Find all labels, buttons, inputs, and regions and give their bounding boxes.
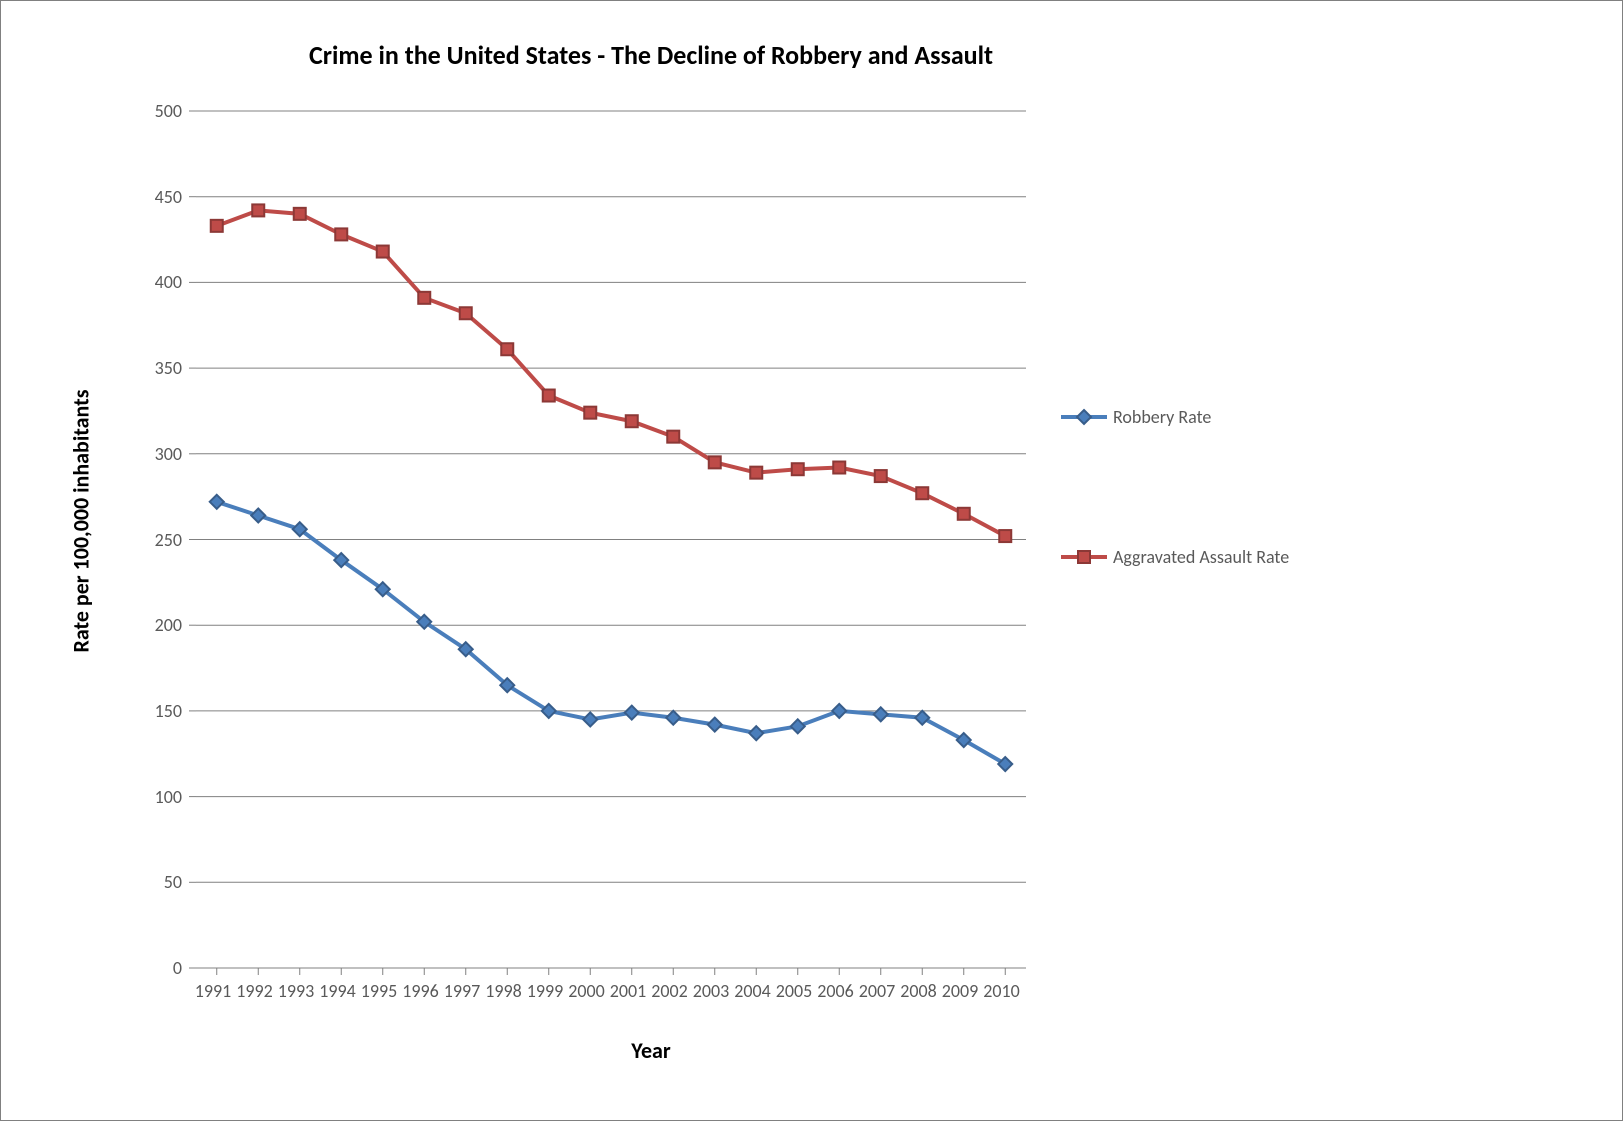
data-marker: [999, 530, 1011, 542]
data-marker: [709, 456, 721, 468]
x-tick-label: 1992: [236, 980, 273, 1002]
legend-item: Robbery Rate: [1061, 406, 1289, 428]
data-marker: [708, 718, 722, 732]
data-marker: [584, 407, 596, 419]
series-line-0: [217, 502, 1006, 764]
legend-swatch: [1061, 415, 1107, 419]
x-tick-label: 2005: [776, 980, 813, 1002]
data-marker: [460, 307, 472, 319]
data-marker: [666, 711, 680, 725]
x-tick-label: 2008: [900, 980, 937, 1002]
data-marker: [667, 431, 679, 443]
x-tick-label: 2010: [983, 980, 1020, 1002]
data-marker: [749, 726, 763, 740]
data-marker: [583, 712, 597, 726]
chart-frame: Crime in the United States - The Decline…: [0, 0, 1623, 1121]
x-axis-label: Year: [1, 1037, 1301, 1064]
x-tick-label: 2006: [817, 980, 854, 1002]
data-marker: [543, 390, 555, 402]
data-marker: [874, 707, 888, 721]
chart-title: Crime in the United States - The Decline…: [1, 39, 1301, 71]
data-marker: [211, 220, 223, 232]
legend-label: Aggravated Assault Rate: [1113, 546, 1289, 568]
data-marker: [377, 246, 389, 258]
legend-label: Robbery Rate: [1113, 406, 1211, 428]
plot-area: [176, 101, 1046, 978]
legend-item: Aggravated Assault Rate: [1061, 546, 1289, 568]
x-tick-label: 1995: [361, 980, 398, 1002]
data-marker: [832, 704, 846, 718]
x-tick-label: 1998: [485, 980, 522, 1002]
data-marker: [625, 706, 639, 720]
data-marker: [626, 415, 638, 427]
x-tick-label: 2009: [942, 980, 979, 1002]
x-tick-label: 1993: [278, 980, 315, 1002]
x-tick-label: 2007: [859, 980, 896, 1002]
data-marker: [875, 470, 887, 482]
data-marker: [210, 495, 224, 509]
x-tick-label: 1997: [444, 980, 481, 1002]
data-marker: [501, 343, 513, 355]
x-tick-label: 2000: [568, 980, 605, 1002]
data-marker: [750, 467, 762, 479]
x-tick-label: 1991: [195, 980, 232, 1002]
data-marker: [792, 463, 804, 475]
series-line-1: [217, 210, 1006, 536]
legend: Robbery Rate Aggravated Assault Rate: [1061, 406, 1289, 568]
x-tick-label: 1996: [402, 980, 439, 1002]
data-marker: [251, 509, 265, 523]
x-tick-label: 1999: [527, 980, 564, 1002]
x-tick-label: 2003: [693, 980, 730, 1002]
y-axis-label: Rate per 100,000 inhabitants: [68, 389, 95, 652]
x-tick-label: 1994: [319, 980, 356, 1002]
legend-swatch: [1061, 555, 1107, 559]
data-marker: [833, 462, 845, 474]
x-tick-label: 2004: [734, 980, 771, 1002]
data-marker: [916, 487, 928, 499]
x-tick-label: 2002: [651, 980, 688, 1002]
data-marker: [418, 292, 430, 304]
x-tick-label: 2001: [610, 980, 647, 1002]
data-marker: [958, 508, 970, 520]
data-marker: [252, 204, 264, 216]
data-marker: [294, 208, 306, 220]
data-marker: [335, 228, 347, 240]
data-marker: [791, 719, 805, 733]
